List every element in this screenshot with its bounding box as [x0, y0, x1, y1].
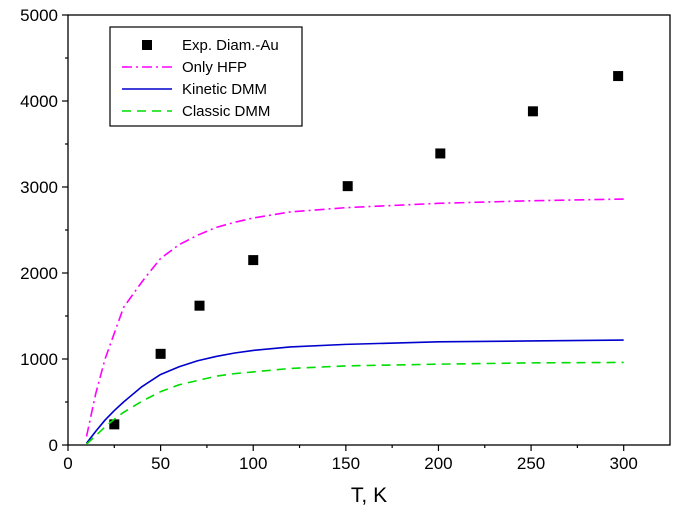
- x-tick-label: 200: [424, 454, 452, 473]
- x-tick-label: 50: [151, 454, 170, 473]
- y-tick-label: 5000: [20, 6, 58, 25]
- data-point: [342, 181, 353, 192]
- x-tick-label: 100: [239, 454, 267, 473]
- data-point: [109, 419, 120, 430]
- legend-label-exp-diam-au: Exp. Diam.-Au: [182, 37, 279, 54]
- exp-diam-au-series: [109, 71, 624, 430]
- data-point: [155, 348, 166, 359]
- classic-dmm-line: [85, 361, 624, 445]
- legend-label-classic-dmm: Classic DMM: [182, 103, 270, 120]
- data-point: [248, 255, 259, 266]
- y-tick-label: 2000: [20, 264, 58, 283]
- y-tick-label: 4000: [20, 92, 58, 111]
- x-tick-label: 300: [610, 454, 638, 473]
- x-axis-title: T, K: [351, 484, 387, 507]
- kinetic-dmm-line: [85, 339, 624, 444]
- data-point: [435, 148, 446, 159]
- data-point: [194, 300, 205, 311]
- x-tick-label: 250: [517, 454, 545, 473]
- series-layer: [85, 71, 624, 445]
- x-tick-label: 150: [332, 454, 360, 473]
- legend: Exp. Diam.-Au Only HFP Kinetic DMM Classic …: [109, 26, 303, 127]
- data-point: [613, 71, 624, 82]
- y-tick-label: 3000: [20, 178, 58, 197]
- x-tick-label: 0: [63, 454, 72, 473]
- legend-label-only-hfp: Only HFP: [182, 59, 247, 76]
- legend-marker-exp-diam-au: [142, 40, 152, 50]
- only-hfp-line: [85, 198, 624, 437]
- data-point: [527, 106, 538, 117]
- y-tick-label: 1000: [20, 350, 58, 369]
- y-tick-label: 0: [49, 436, 58, 455]
- legend-label-kinetic-dmm: Kinetic DMM: [182, 81, 267, 98]
